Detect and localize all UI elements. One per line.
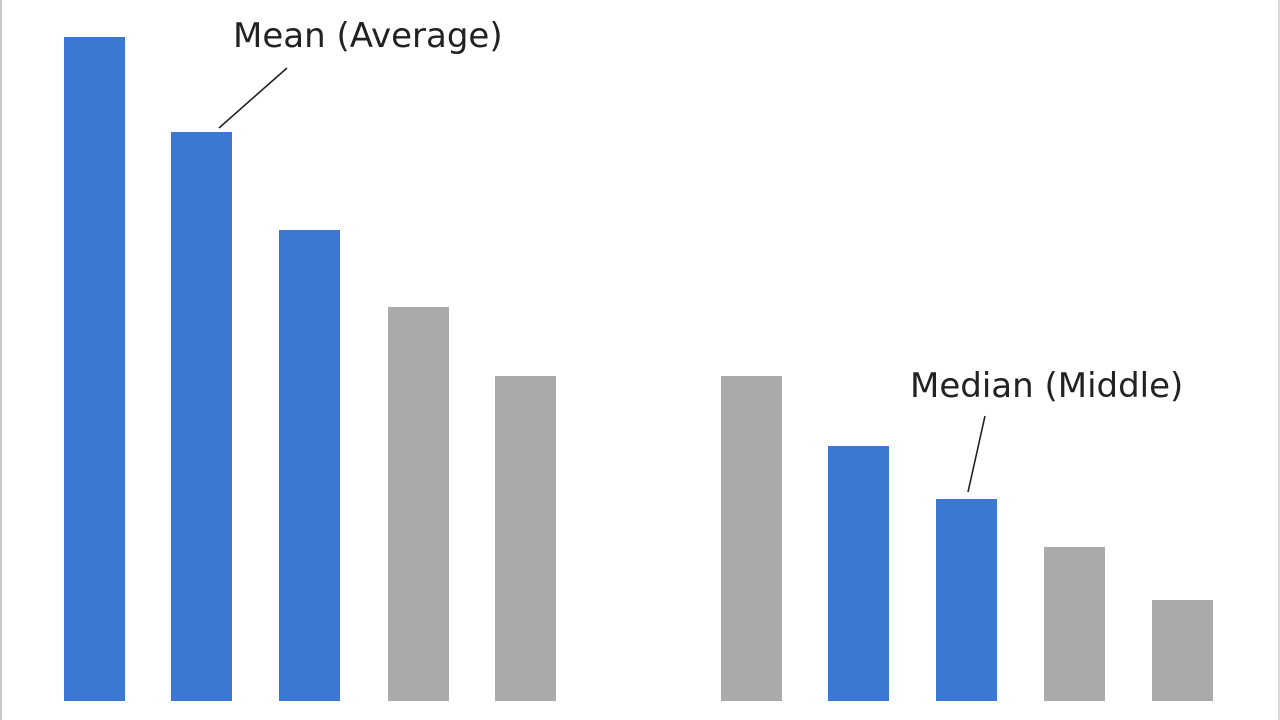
left-frame-border [0,0,2,720]
bar-median-group-2 [828,446,889,701]
bar-mean-group-2 [171,132,232,701]
bar-median-group-1 [721,376,782,701]
bar-median-group-5 [1152,600,1213,701]
bar-median-group-4 [1044,547,1105,701]
bar-mean-group-1 [64,37,125,701]
median-annotation-label: Median (Middle) [910,366,1184,406]
bar-mean-group-3 [279,230,340,701]
bar-mean-group-4 [388,307,449,701]
bar-mean-group-5 [495,376,556,701]
mean-leader-line [218,67,288,129]
mean-annotation-label: Mean (Average) [233,16,503,56]
right-frame-border [1278,0,1280,720]
bar-median-group-3 [936,499,997,701]
median-leader-line [967,415,986,493]
